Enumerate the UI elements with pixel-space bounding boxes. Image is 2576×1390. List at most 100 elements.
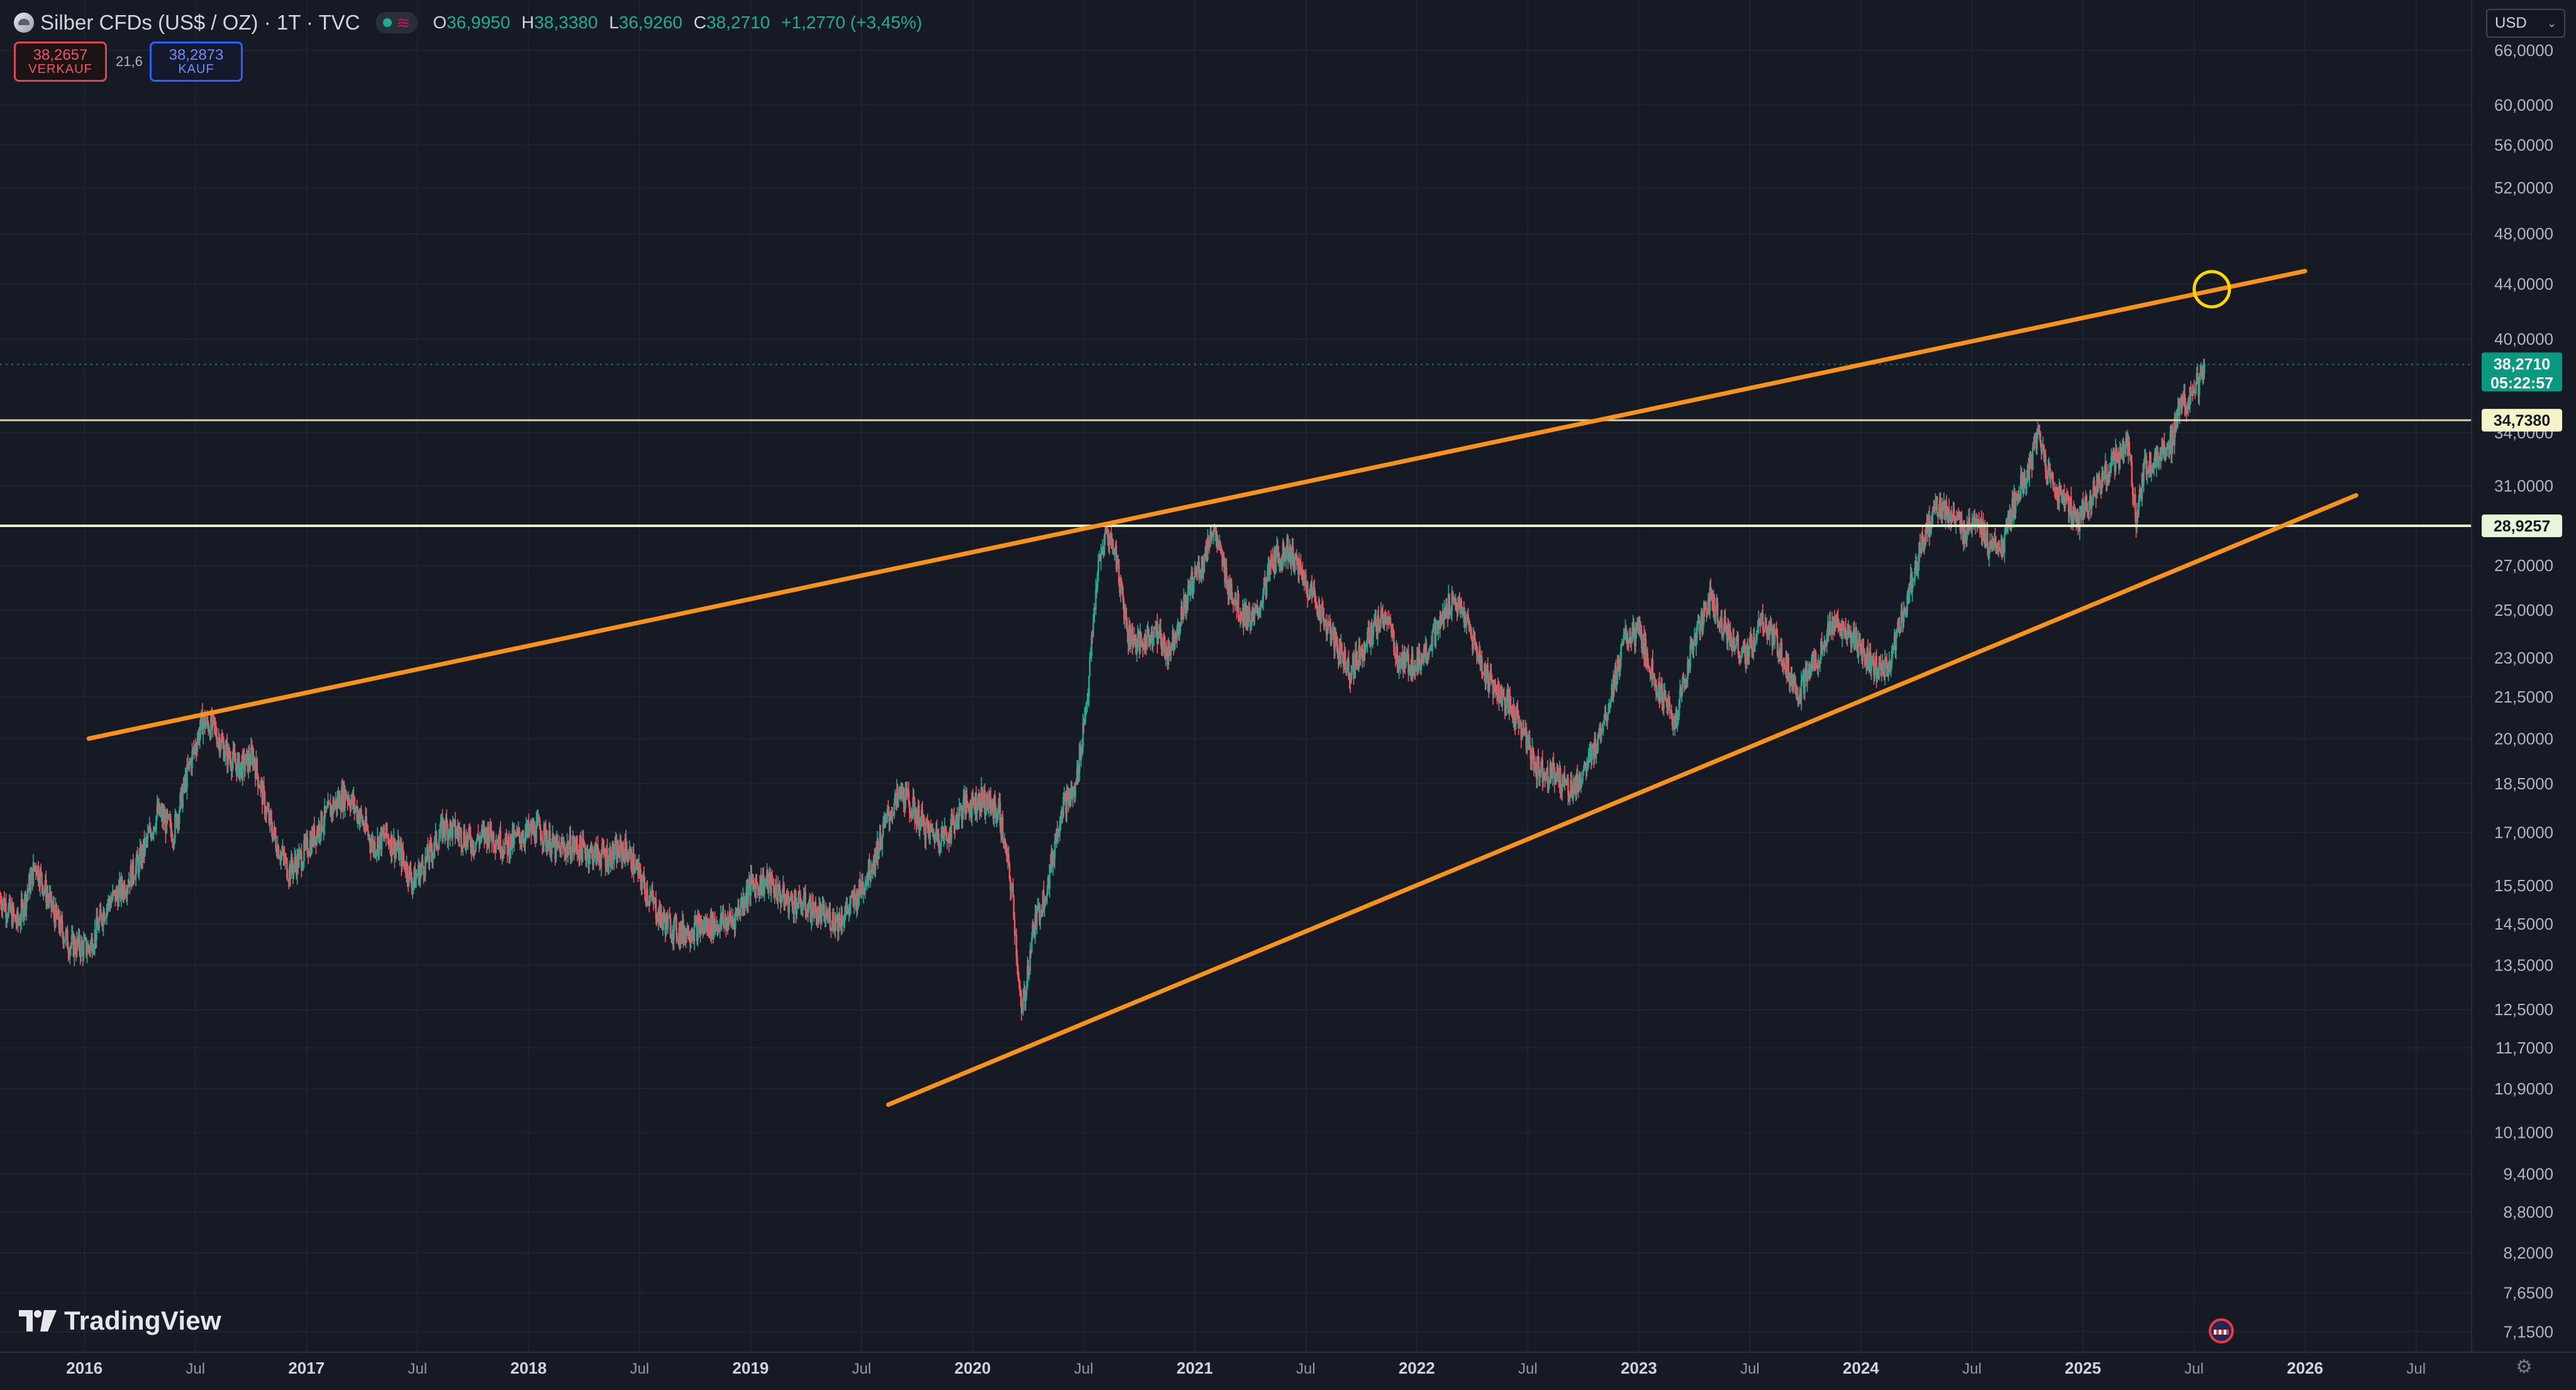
candle-body: [37, 866, 40, 882]
candle-body: [575, 839, 577, 847]
candle-body: [716, 925, 719, 929]
candle-body: [1202, 568, 1204, 572]
candle-body: [1775, 631, 1777, 632]
candle-body: [192, 748, 195, 750]
candle-body: [1313, 587, 1316, 595]
candle-body: [29, 876, 31, 892]
candle-body: [774, 892, 776, 896]
candle-body: [1018, 978, 1020, 982]
candle-body: [1653, 673, 1655, 687]
candle-body: [123, 884, 126, 896]
candle-body: [667, 916, 669, 930]
candle-body: [1973, 514, 1975, 520]
candle-body: [1279, 562, 1282, 565]
candle-body: [1419, 662, 1421, 670]
candle-body: [316, 830, 319, 836]
candle-body: [594, 843, 596, 847]
candle-body: [1425, 643, 1428, 656]
candle-body: [35, 865, 37, 872]
candle-body: [1270, 555, 1273, 567]
candle-body: [1463, 614, 1466, 623]
candle-body: [1990, 542, 1993, 545]
candle-body: [1212, 535, 1214, 536]
candle-body: [476, 834, 479, 840]
candle-body: [1003, 839, 1006, 844]
candle-body: [1952, 510, 1955, 515]
candle-body: [750, 874, 753, 881]
candle-body: [1640, 629, 1642, 635]
candle-body: [1039, 917, 1041, 921]
candle-body: [1368, 626, 1370, 644]
candle-body: [1863, 650, 1865, 658]
candle-body: [326, 808, 328, 809]
candle-body: [1258, 611, 1260, 616]
candle-body: [2065, 492, 2067, 503]
candle-body: [266, 809, 269, 811]
candle-body: [1740, 654, 1743, 657]
candle-body: [1448, 594, 1450, 614]
candle-body: [926, 821, 929, 828]
candle-body: [1320, 605, 1323, 624]
candle-body: [1608, 703, 1610, 713]
candle-body: [1623, 633, 1626, 635]
candle-body: [469, 827, 471, 835]
candle-body: [2059, 484, 2061, 486]
candle-body: [590, 847, 592, 849]
candle-body: [1124, 609, 1127, 617]
candle-body: [553, 840, 555, 847]
candle-body: [1644, 639, 1646, 660]
candle-body: [1748, 647, 1750, 658]
candle-body: [79, 934, 80, 951]
candle-body: [455, 834, 457, 837]
candle-body: [1901, 611, 1903, 612]
candle-body: [1728, 630, 1731, 640]
candle-body: [666, 914, 668, 930]
candle-body: [2066, 492, 2068, 495]
candle-body: [689, 940, 691, 943]
candle-body: [1571, 794, 1574, 799]
candle-body: [44, 879, 47, 890]
candle-body: [1583, 762, 1585, 770]
candle-body: [697, 918, 700, 920]
candle-body: [2079, 511, 2082, 512]
candle-body: [1031, 937, 1033, 952]
candle-body: [1590, 750, 1592, 760]
candle-body: [805, 910, 808, 914]
candle-body: [1831, 621, 1833, 626]
candle-body: [1544, 776, 1546, 780]
candle-body: [1079, 744, 1082, 760]
candle-body: [847, 908, 849, 913]
candle-body: [1930, 521, 1932, 533]
candle-body: [2029, 453, 2031, 464]
candle-body: [1646, 652, 1648, 667]
candle-body: [914, 814, 917, 820]
candle-body: [1072, 787, 1075, 794]
candle-body: [2071, 515, 2073, 520]
candle-body: [969, 811, 970, 815]
candle-body: [1843, 625, 1845, 630]
candle-body: [1494, 684, 1497, 692]
candle-body: [65, 931, 67, 941]
candle-body: [1038, 904, 1040, 906]
candle-body: [1866, 648, 1868, 667]
candle-body: [504, 842, 506, 854]
candle-body: [1021, 1011, 1023, 1013]
candle-body: [1164, 642, 1166, 659]
candle-body: [1880, 669, 1883, 673]
candle-body: [711, 913, 713, 937]
candle-body: [214, 725, 216, 727]
candle-body: [854, 892, 856, 898]
candle-body: [1418, 650, 1421, 662]
candle-body: [1141, 642, 1144, 648]
candle-body: [921, 809, 924, 821]
candle-body: [494, 847, 496, 850]
candle-body: [113, 891, 114, 892]
candle-body: [237, 754, 240, 759]
candle-body: [941, 826, 943, 834]
candle-body: [1751, 640, 1753, 650]
candle-body: [903, 804, 906, 809]
candle-body: [718, 929, 720, 933]
candle-body: [1222, 557, 1224, 566]
candle-body: [1478, 650, 1480, 655]
